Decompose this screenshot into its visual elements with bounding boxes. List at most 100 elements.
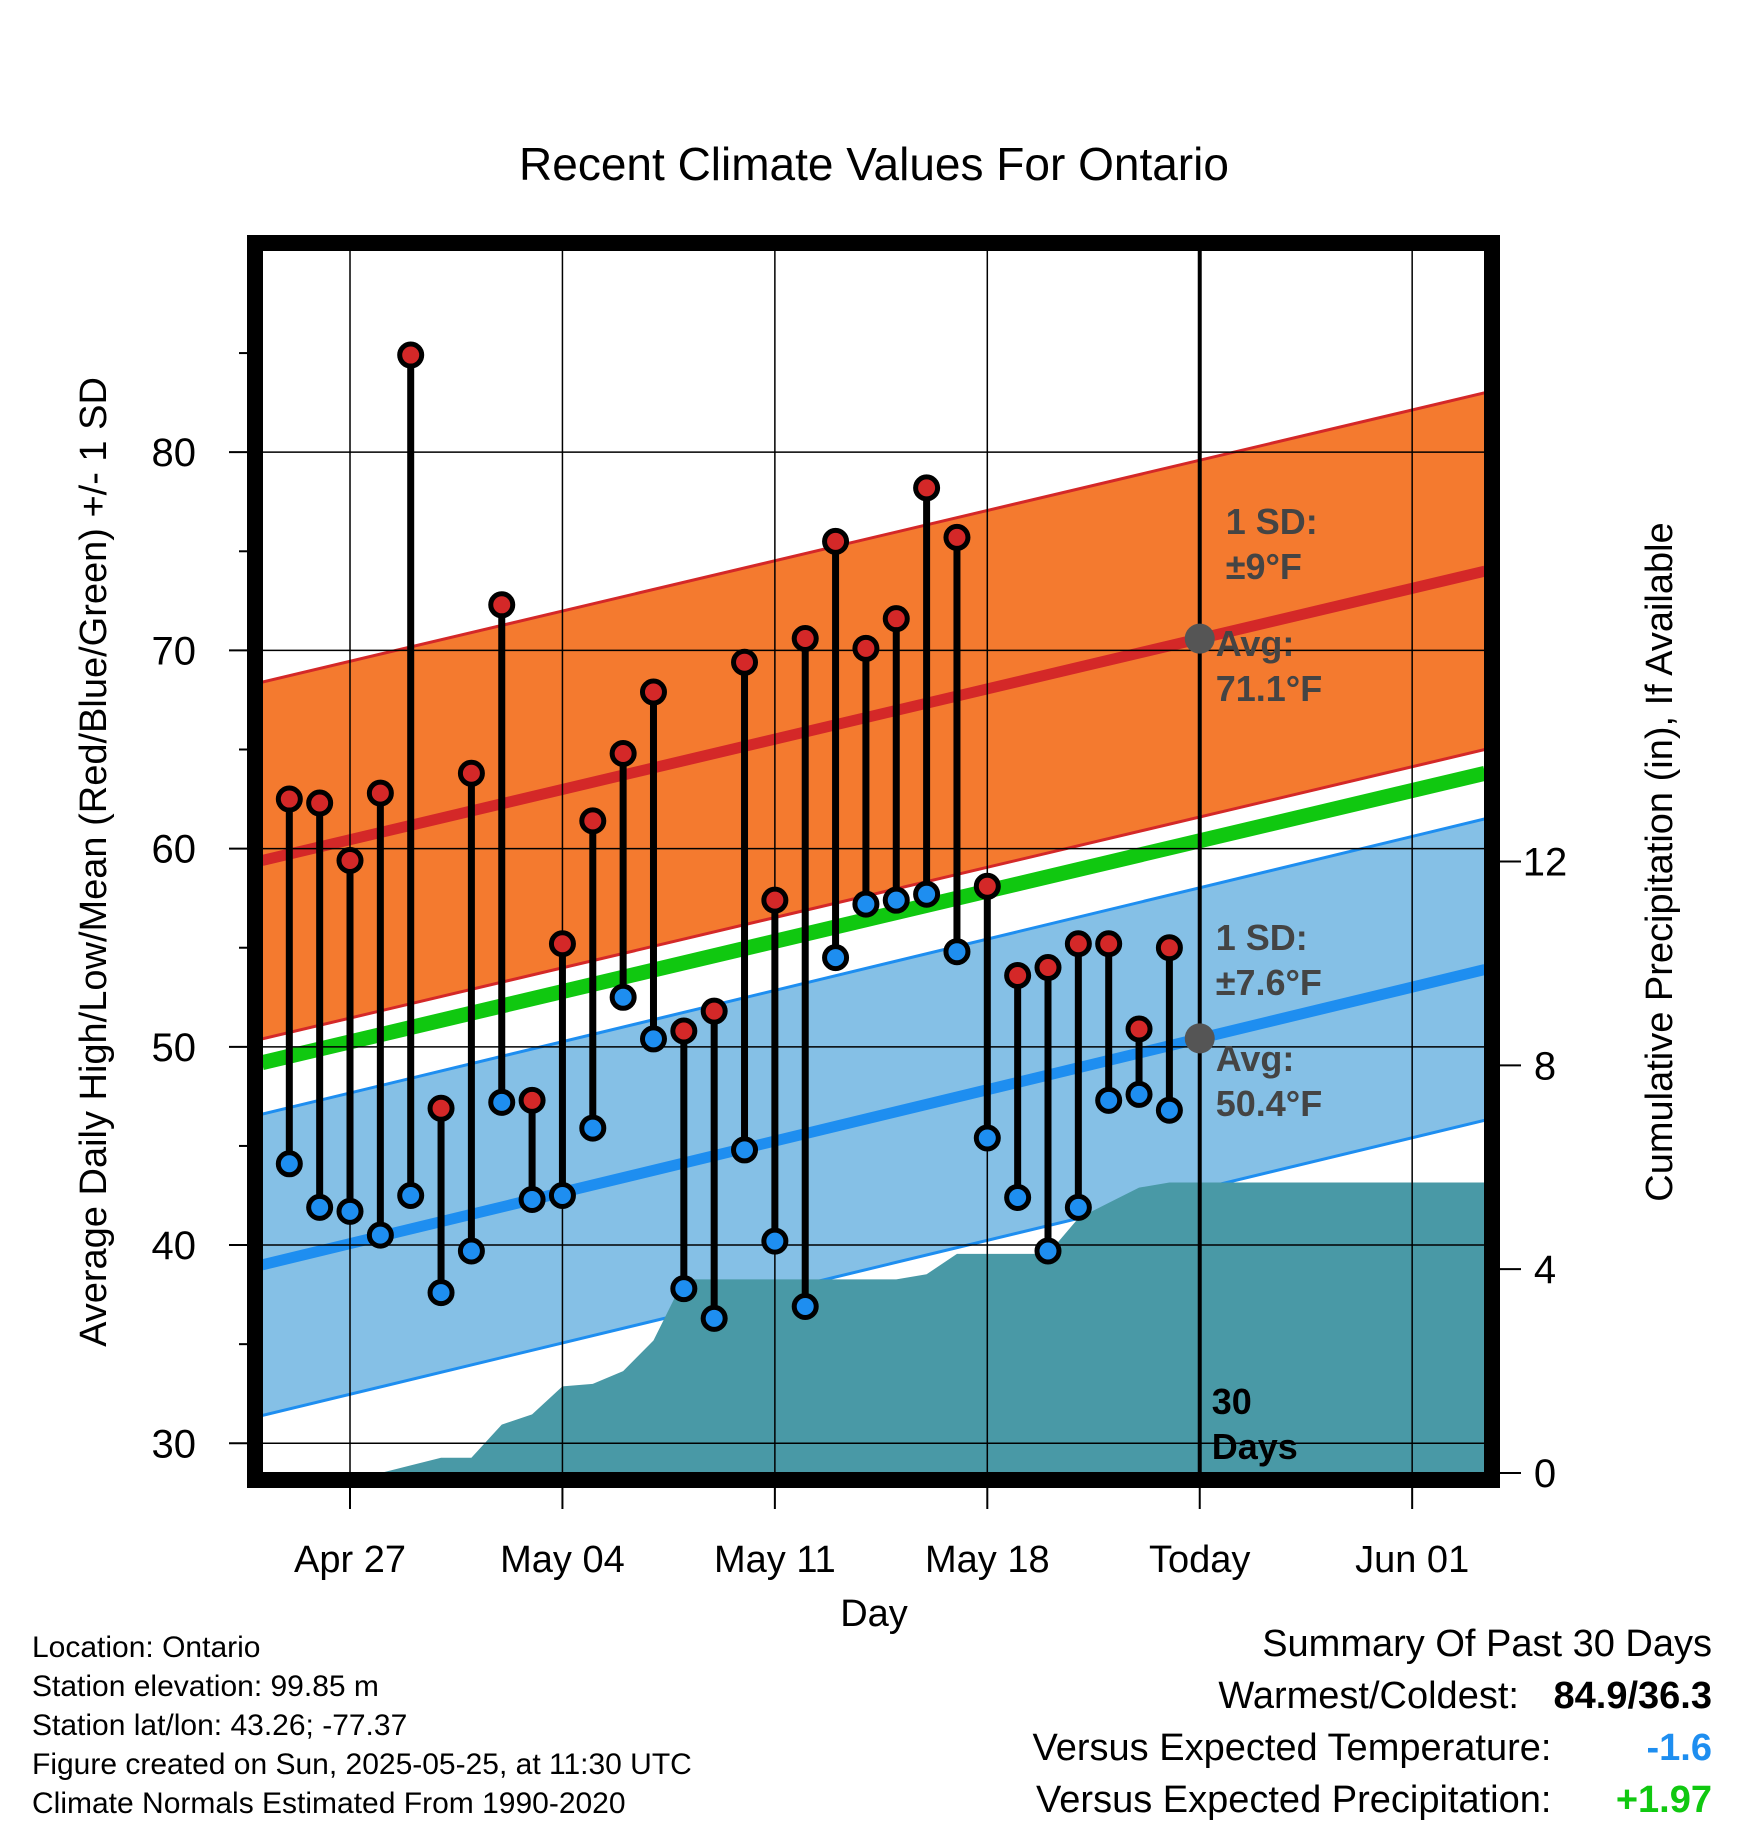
summary-precip-row: Versus Expected Precipitation: +1.97: [1033, 1774, 1712, 1826]
info-created: Figure created on Sun, 2025-05-25, at 11…: [32, 1748, 692, 1781]
observed-low-point: [366, 1221, 394, 1249]
observed-low-point: [1034, 1237, 1062, 1265]
observed-high-point: [1064, 930, 1092, 958]
observed-high-point: [852, 634, 880, 662]
observed-high-point: [366, 779, 394, 807]
summary-panel: Summary Of Past 30 Days Warmest/Coldest:…: [1033, 1618, 1712, 1826]
summary-precip-label: Versus Expected Precipitation:: [1036, 1779, 1552, 1821]
observed-high-point: [548, 930, 576, 958]
observed-low-point: [457, 1237, 485, 1265]
observed-low-point: [1064, 1193, 1092, 1221]
days-count-number: 30: [1212, 1381, 1252, 1422]
observed-low-point: [700, 1304, 728, 1332]
high-normal-band-upper-edge: [262, 391, 1485, 684]
observed-high-point: [306, 789, 334, 817]
observed-low-point: [973, 1124, 1001, 1152]
observed-high-point: [791, 625, 819, 653]
normal-high-line: [262, 565, 1485, 866]
observed-low-point: [913, 880, 941, 908]
y-right-tick-label: 4: [1534, 1248, 1556, 1292]
observed-low-point: [791, 1292, 819, 1320]
observed-high-point: [882, 605, 910, 633]
observed-low-point: [336, 1197, 364, 1225]
observed-low-point: [943, 938, 971, 966]
observed-low-point: [731, 1136, 759, 1164]
observed-high-point: [518, 1086, 546, 1114]
observed-high-point: [275, 785, 303, 813]
observed-high-point: [457, 759, 485, 787]
info-latlon: Station lat/lon: 43.26; -77.37: [32, 1709, 408, 1742]
high-avg-dot: [1184, 623, 1215, 654]
precip-area: [289, 1182, 1485, 1473]
station-info: Location: Ontario Station elevation: 99.…: [32, 1628, 692, 1823]
y-right-tick-label: 12: [1523, 841, 1568, 885]
x-tick-label: May 18: [925, 1539, 1050, 1581]
y-axis-right-label: Cumulative Precipitation (in), If Availa…: [1639, 522, 1681, 1201]
observed-low-point: [306, 1193, 334, 1221]
observed-low-point: [518, 1185, 546, 1213]
observed-low-point: [670, 1275, 698, 1303]
low-avg-dot: [1184, 1023, 1215, 1054]
plot-frame: [247, 235, 1500, 1488]
y-left-tick-label: 80: [152, 431, 197, 475]
observed-high-point: [1125, 1015, 1153, 1043]
low-normal-band-upper-edge: [262, 817, 1485, 1116]
normal-mean-line: [262, 765, 1485, 1070]
observed-low-point: [1004, 1183, 1032, 1211]
observed-high-point: [761, 886, 789, 914]
observed-high-point: [973, 872, 1001, 900]
observed-high-point: [397, 341, 425, 369]
observed-high-point: [579, 807, 607, 835]
info-normals: Climate Normals Estimated From 1990-2020: [32, 1787, 626, 1820]
chart-title: Recent Climate Values For Ontario: [519, 138, 1229, 190]
x-tick-label: Jun 01: [1355, 1539, 1469, 1581]
observed-low-point: [609, 983, 637, 1011]
y-right-tick-label: 0: [1534, 1452, 1556, 1496]
observed-low-point: [427, 1279, 455, 1307]
x-axis-label: Day: [840, 1593, 908, 1635]
y-left-tick-label: 70: [152, 629, 197, 673]
y-axis-left-label: Average Daily High/Low/Mean (Red/Blue/Gr…: [73, 377, 115, 1347]
observed-low-point: [882, 886, 910, 914]
high-avg-value: 71.1°F: [1216, 668, 1322, 709]
observed-low-point: [639, 1025, 667, 1053]
observed-high-point: [700, 997, 728, 1025]
y-right-tick-label: 8: [1534, 1044, 1556, 1088]
observed-low-point: [275, 1150, 303, 1178]
summary-temp-label: Versus Expected Temperature:: [1032, 1727, 1552, 1769]
observed-low-point: [1155, 1096, 1183, 1124]
observed-high-point: [609, 739, 637, 767]
x-tick-label: May 11: [714, 1539, 836, 1581]
x-tick-label: Apr 27: [294, 1539, 406, 1581]
observed-high-point: [670, 1017, 698, 1045]
x-tick-label: May 04: [500, 1539, 625, 1581]
observed-low-point: [822, 944, 850, 972]
x-tick-label: Today: [1149, 1539, 1250, 1581]
high-sd-label: 1 SD:: [1226, 501, 1318, 542]
observed-high-point: [913, 474, 941, 502]
observed-high-point: [943, 523, 971, 551]
observed-low-point: [548, 1181, 576, 1209]
observed-high-point: [639, 678, 667, 706]
observed-high-point: [731, 648, 759, 676]
observed-low-point: [1095, 1086, 1123, 1114]
low-avg-value: 50.4°F: [1216, 1083, 1322, 1124]
observed-high-point: [822, 527, 850, 555]
observed-high-point: [1034, 954, 1062, 982]
summary-title: Summary Of Past 30 Days: [1262, 1623, 1712, 1665]
observed-low-point: [488, 1088, 516, 1116]
low-sd-value: ±7.6°F: [1216, 962, 1322, 1003]
observed-high-point: [427, 1094, 455, 1122]
observed-high-point: [1155, 934, 1183, 962]
y-left-tick-label: 30: [152, 1422, 197, 1466]
observed-high-point: [1004, 961, 1032, 989]
y-left-tick-label: 40: [152, 1224, 197, 1268]
observed-high-point: [488, 591, 516, 619]
summary-warm-cold-value: 84.9/36.3: [1553, 1675, 1712, 1717]
observed-low-point: [852, 890, 880, 918]
high-avg-label: Avg:: [1216, 623, 1295, 664]
y-left-tick-label: 50: [152, 1026, 197, 1070]
y-left-tick-label: 60: [152, 828, 197, 872]
summary-precip-value: +1.97: [1615, 1779, 1712, 1821]
